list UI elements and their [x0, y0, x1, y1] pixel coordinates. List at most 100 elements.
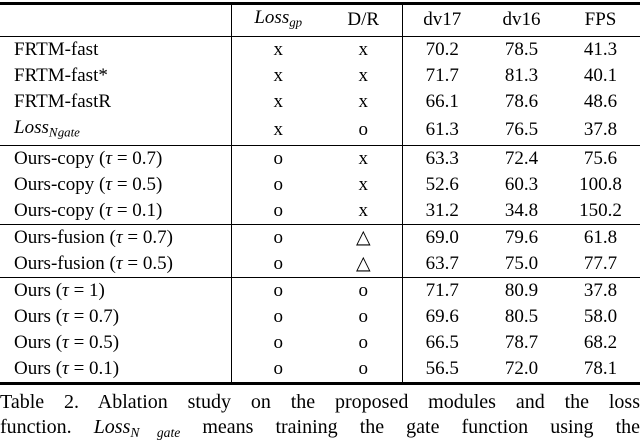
loss-gp-mark: x — [273, 64, 284, 86]
text-part: τ — [62, 332, 69, 354]
column-header — [0, 3, 232, 37]
dv16-value: 81.3 — [504, 64, 539, 86]
column-header: dv16 — [482, 3, 561, 37]
column-header: Lossgp — [231, 3, 325, 37]
text-part: FRTM-fast* — [14, 64, 108, 86]
table-row: Ours (τ = 0.5) o o 66.5 78.7 68.2 — [0, 330, 640, 357]
dv17-value: 70.2 — [425, 38, 459, 60]
header-row: Lossgp D/R dv17 dv16 FPS — [0, 3, 640, 37]
dv17-value: 69.0 — [402, 224, 482, 252]
dv16-value: 72.4 — [482, 145, 561, 173]
text-part: = 0.7) — [122, 227, 173, 249]
dv16-value: 80.5 — [504, 306, 539, 328]
table-row: FRTM-fastR x x 66.1 78.6 48.6 — [0, 88, 640, 115]
caption-line-1: Table 2. Ablation study on the proposed … — [0, 390, 640, 415]
text-part: Ours-copy ( — [14, 148, 106, 170]
loss-gp-mark: o — [231, 224, 325, 252]
fps-value: 37.8 — [583, 118, 618, 140]
loss-gp-mark: o — [231, 277, 325, 305]
dr-mark: o — [325, 114, 403, 146]
table-row: Ours (τ = 1) o o 71.7 80.9 37.8 — [0, 277, 640, 305]
dr-mark: o — [325, 304, 403, 331]
text-part: = 0.7) — [68, 306, 120, 328]
dr-mark: o — [325, 330, 403, 357]
dr-mark: o — [325, 356, 403, 384]
table-row: Ours-fusion (τ = 0.5) o △ 63.7 75.0 77.7 — [0, 251, 640, 278]
text-part: τ — [115, 227, 123, 249]
text-part: means training the gate function using t… — [180, 416, 640, 439]
dv16-value: 78.7 — [504, 332, 539, 354]
text-part: = 1) — [68, 280, 105, 302]
column-header: FPS — [561, 3, 640, 37]
dv16-value: 78.5 — [504, 38, 539, 60]
loss-gp-mark: x — [273, 118, 284, 140]
text-part: = 0.1) — [68, 358, 120, 380]
fps-value: 40.1 — [583, 64, 618, 86]
text-part: FRTM-fast — [14, 38, 99, 60]
fps-value: 150.2 — [579, 200, 622, 222]
table-row: LossN gate x o 61.3 76.5 37.8 — [0, 114, 640, 146]
loss-gp-mark: o — [273, 306, 284, 328]
dv16-value: 72.0 — [504, 358, 539, 380]
fps-value: 68.2 — [583, 332, 618, 354]
dv16-value: 76.5 — [504, 118, 539, 140]
row-label: Ours-fusion (τ = 0.5) — [0, 251, 232, 278]
dr-mark: x — [325, 62, 403, 89]
dv17-value: 71.7 — [425, 64, 459, 86]
ablation-table: Lossgp D/R dv17 dv16 FPS FRTM-fast x x 70.2 78.5… — [0, 2, 640, 386]
row-label: Ours-copy (τ = 0.5) — [0, 172, 232, 199]
text-part: Ours-copy ( — [14, 200, 106, 222]
text-part: = 0.5) — [68, 332, 120, 354]
text-part: Ours ( — [14, 306, 63, 328]
row-label: FRTM-fast — [0, 36, 232, 63]
dr-mark: x — [325, 145, 403, 173]
text-part: FRTM-fastR — [14, 90, 112, 112]
dv17-value: 66.1 — [425, 90, 459, 112]
column-header: dv17 — [402, 3, 482, 37]
text-part: dv16 — [502, 9, 541, 31]
text-part: Ours-fusion ( — [14, 227, 116, 249]
fps-value: 61.8 — [561, 224, 640, 252]
text-part: function. — [0, 416, 94, 439]
row-label: LossN gate — [0, 114, 232, 146]
table-row: Ours (τ = 0.1) o o 56.5 72.0 78.1 — [0, 356, 640, 384]
loss-gp-mark: x — [273, 90, 284, 112]
fps-value: 78.1 — [583, 358, 618, 380]
fps-value: 48.6 — [583, 90, 618, 112]
subscript-text: N gate — [130, 425, 181, 441]
row-label: Ours-copy (τ = 0.1) — [0, 198, 232, 225]
text-part: Ours-fusion ( — [14, 253, 116, 275]
dr-mark: o — [325, 277, 403, 305]
row-label: Ours (τ = 0.7) — [0, 304, 232, 331]
text-part: τ — [105, 174, 113, 196]
text-part: τ — [115, 253, 123, 275]
subscript-text: N gate — [48, 124, 80, 140]
text-part: dv17 — [423, 9, 462, 31]
loss-gp-mark: o — [273, 358, 284, 380]
dr-mark: △ — [325, 224, 403, 252]
text-part: τ — [105, 200, 113, 222]
text-part: Ours ( — [14, 332, 63, 354]
dr-mark: △ — [325, 251, 403, 278]
table-body: FRTM-fast x x 70.2 78.5 41.3 FRTM-fast* x x 71.7 8… — [0, 36, 640, 384]
row-label: Ours (τ = 1) — [0, 277, 232, 305]
loss-gp-mark: x — [273, 38, 284, 60]
table-row: FRTM-fast x x 70.2 78.5 41.3 — [0, 36, 640, 63]
text-part: = 0.1) — [112, 200, 163, 222]
text-part: τ — [105, 148, 113, 170]
text-part: Loss — [14, 116, 49, 138]
dv16-value: 75.0 — [504, 253, 539, 275]
fps-value: 58.0 — [583, 306, 618, 328]
dv17-value: 31.2 — [425, 200, 459, 222]
text-part: Ours ( — [14, 358, 63, 380]
dv17-value: 69.6 — [425, 306, 459, 328]
row-label: Ours-fusion (τ = 0.7) — [0, 224, 232, 252]
dr-mark: x — [325, 88, 403, 115]
caption-line-2: function. LossN gate means training the … — [0, 415, 640, 445]
text-part: Ours-copy ( — [14, 174, 106, 196]
subscript-text: gp — [289, 14, 303, 30]
dv17-value: 71.7 — [402, 277, 482, 305]
dv16-value: 34.8 — [504, 200, 539, 222]
text-part: = 0.7) — [112, 148, 163, 170]
